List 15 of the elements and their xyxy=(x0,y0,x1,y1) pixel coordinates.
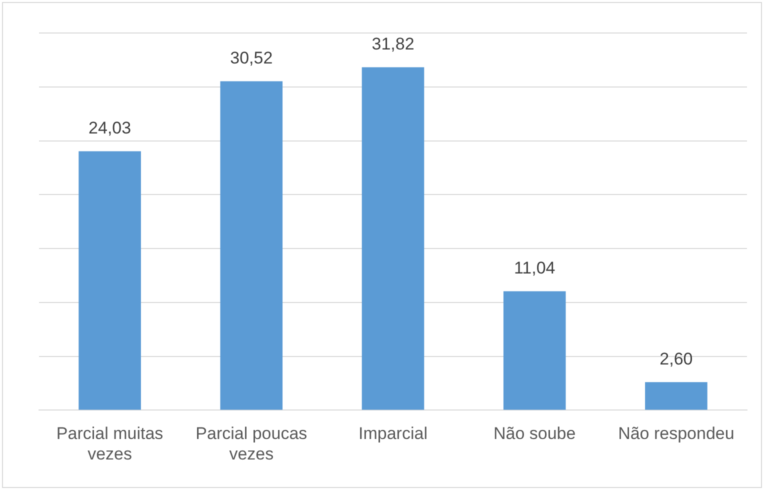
bar xyxy=(503,291,566,410)
data-label: 30,52 xyxy=(230,48,273,68)
bar xyxy=(220,81,283,410)
x-tick-label: Parcial muitas vezes xyxy=(56,424,164,464)
bar xyxy=(362,67,424,410)
x-tick-label: Imparcial xyxy=(358,424,428,444)
x-tick-label: Não respondeu xyxy=(618,424,734,444)
data-label: 24,03 xyxy=(88,118,132,138)
data-label: 11,04 xyxy=(514,258,556,278)
x-tick-label: Parcial poucas vezes xyxy=(196,424,308,464)
data-label: 2,60 xyxy=(660,349,693,368)
bar xyxy=(645,382,708,410)
data-label: 31,82 xyxy=(372,34,414,54)
x-tick-label: Não soube xyxy=(493,424,576,444)
bar xyxy=(78,151,141,410)
